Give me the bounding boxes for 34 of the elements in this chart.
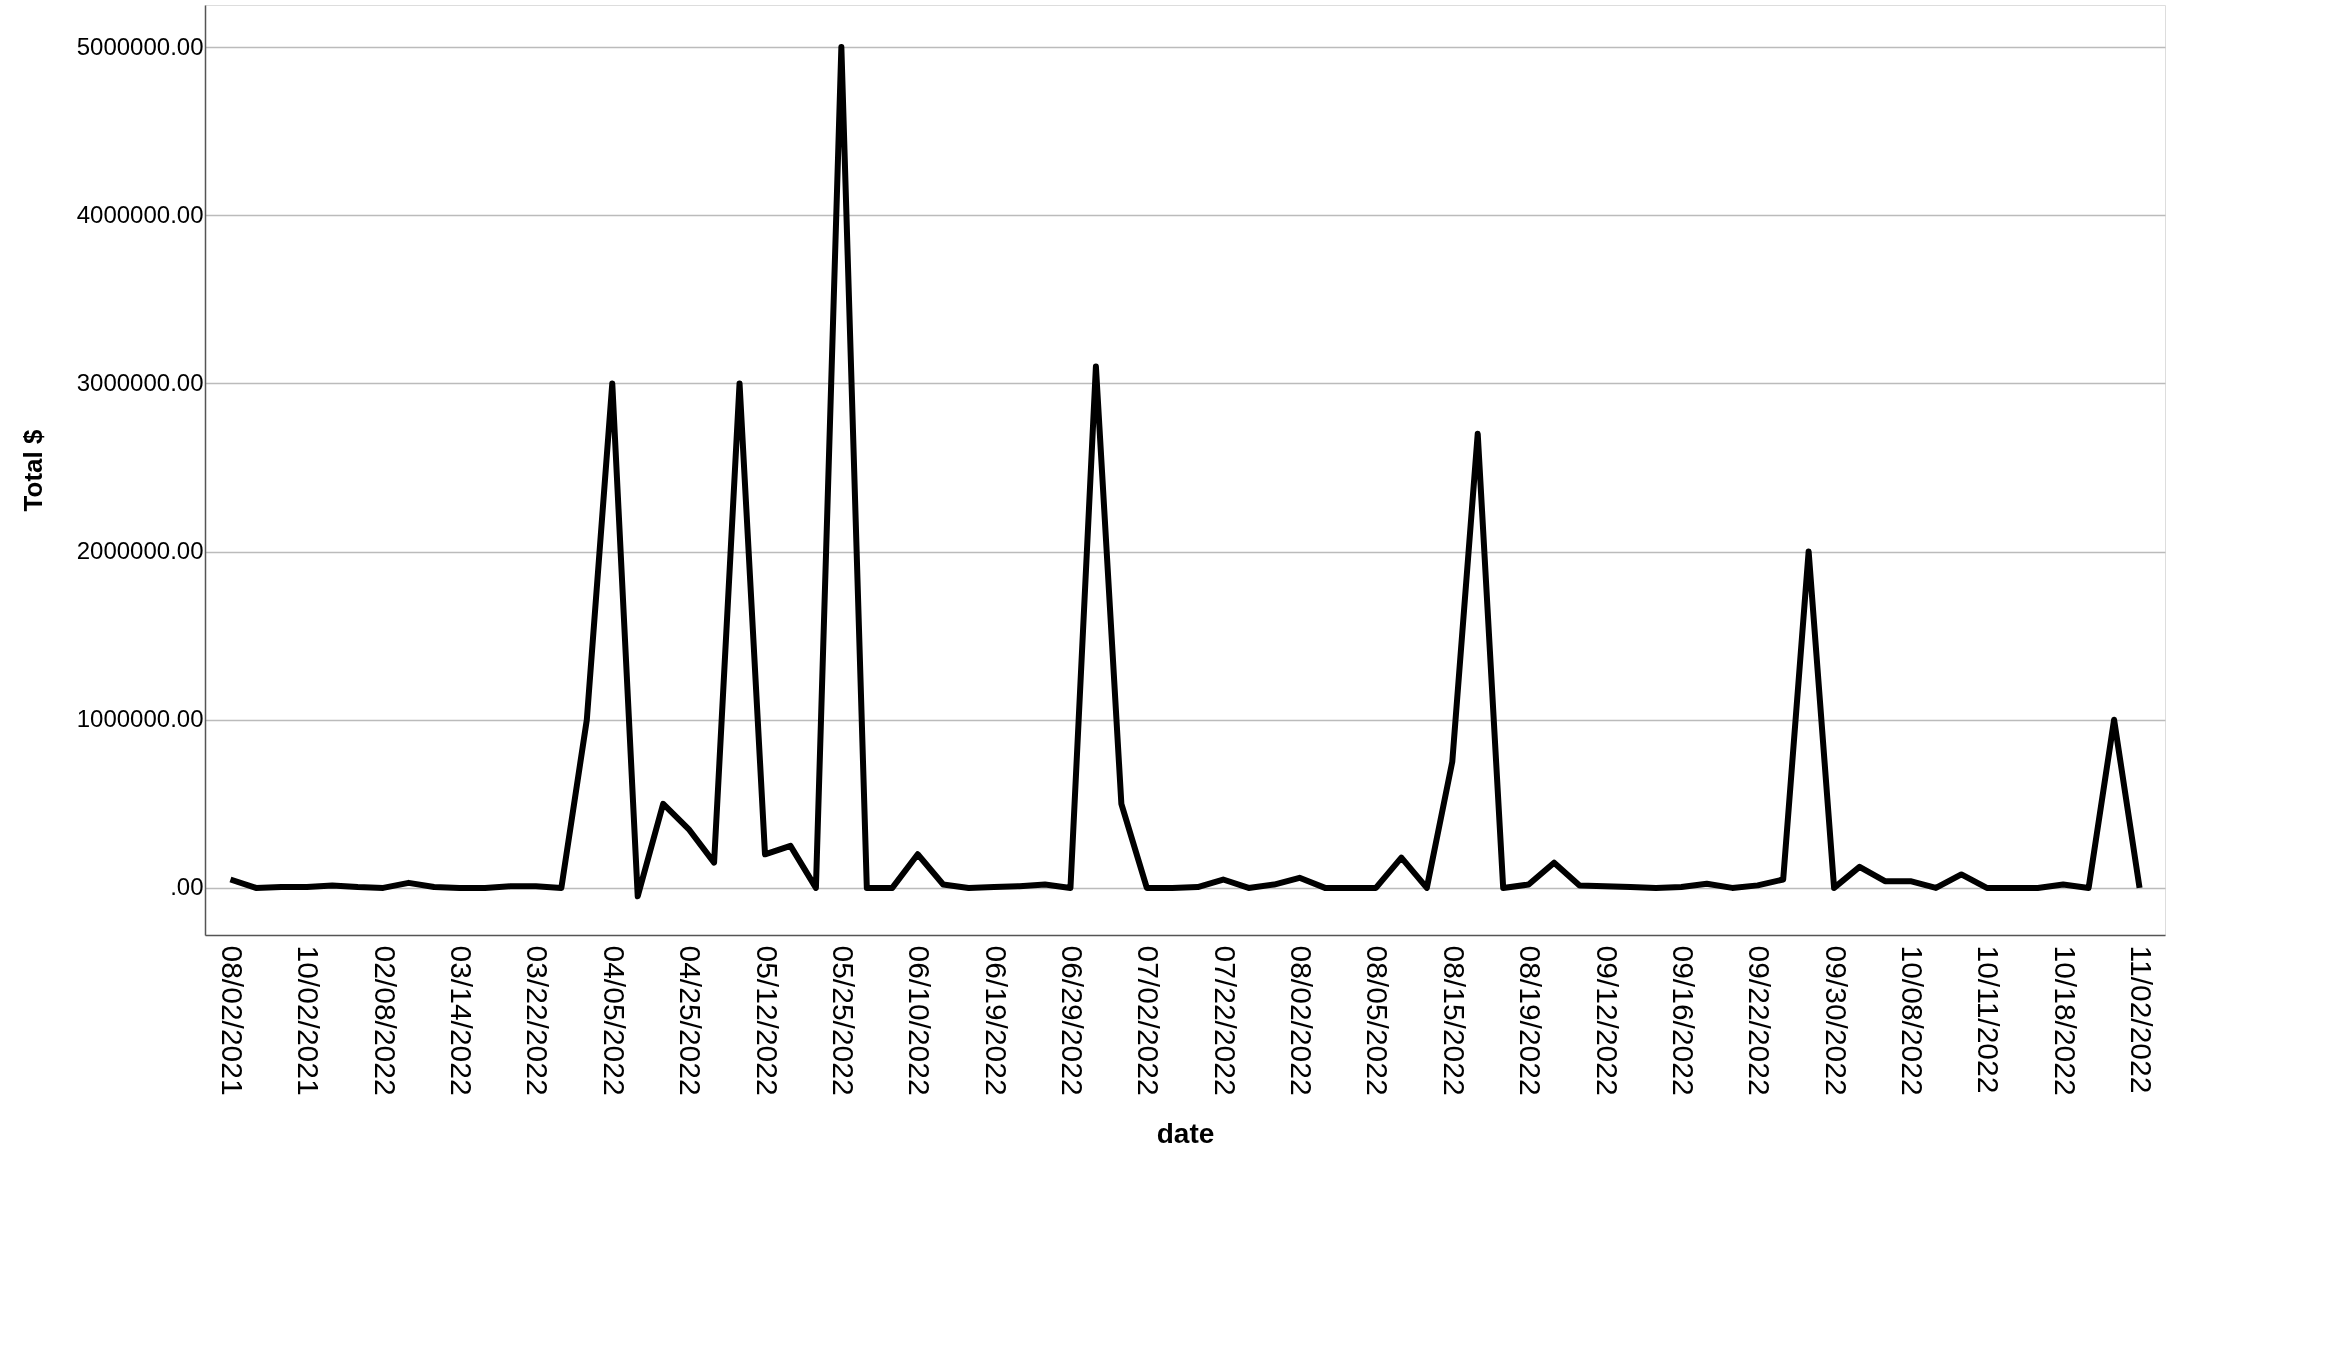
- x-tick-label: 02/08/2022: [368, 945, 402, 1096]
- x-tick-label: 09/12/2022: [1590, 945, 1624, 1096]
- x-tick-label: 10/11/2022: [1972, 945, 2006, 1094]
- y-tick-label: 5000000.00: [76, 32, 204, 60]
- x-tick-label: 07/02/2022: [1132, 945, 1166, 1096]
- x-tick-label: 04/05/2022: [597, 945, 631, 1096]
- y-tick-label: 2000000.00: [76, 537, 204, 565]
- y-tick-label: .00: [170, 873, 204, 901]
- x-tick-label: 05/12/2022: [750, 945, 784, 1096]
- x-axis-title: date: [1156, 1117, 1215, 1149]
- x-tick-label: 06/29/2022: [1055, 945, 1089, 1096]
- x-tick-label: 05/25/2022: [826, 945, 860, 1096]
- x-tick-label: 09/16/2022: [1666, 945, 1700, 1096]
- x-tick-label: 09/22/2022: [1743, 945, 1777, 1096]
- y-tick-label: 4000000.00: [76, 200, 204, 228]
- x-tick-label: 08/15/2022: [1437, 945, 1471, 1096]
- x-tick-label: 08/02/2021: [215, 945, 249, 1096]
- x-tick-label: 08/05/2022: [1361, 945, 1395, 1096]
- y-tick-label: 1000000.00: [76, 705, 204, 733]
- y-axis-title: Total $: [17, 429, 48, 512]
- x-tick-label: 03/14/2022: [445, 945, 479, 1096]
- x-tick-label: 08/02/2022: [1285, 945, 1319, 1096]
- y-tick-label: 3000000.00: [76, 368, 204, 396]
- x-tick-label: 08/19/2022: [1514, 945, 1548, 1096]
- x-tick-label: 11/02/2022: [2125, 945, 2159, 1094]
- x-tick-label: 06/19/2022: [979, 945, 1013, 1096]
- x-tick-label: 10/08/2022: [1895, 945, 1929, 1096]
- x-tick-label: 09/30/2022: [1819, 945, 1853, 1096]
- x-tick-label: 04/25/2022: [674, 945, 708, 1096]
- x-tick-label: 07/22/2022: [1208, 945, 1242, 1096]
- x-tick-label: 10/02/2021: [292, 945, 326, 1096]
- x-tick-label: 06/10/2022: [903, 945, 937, 1096]
- x-tick-label: 03/22/2022: [521, 945, 555, 1096]
- x-tick-label: 10/18/2022: [2048, 945, 2082, 1096]
